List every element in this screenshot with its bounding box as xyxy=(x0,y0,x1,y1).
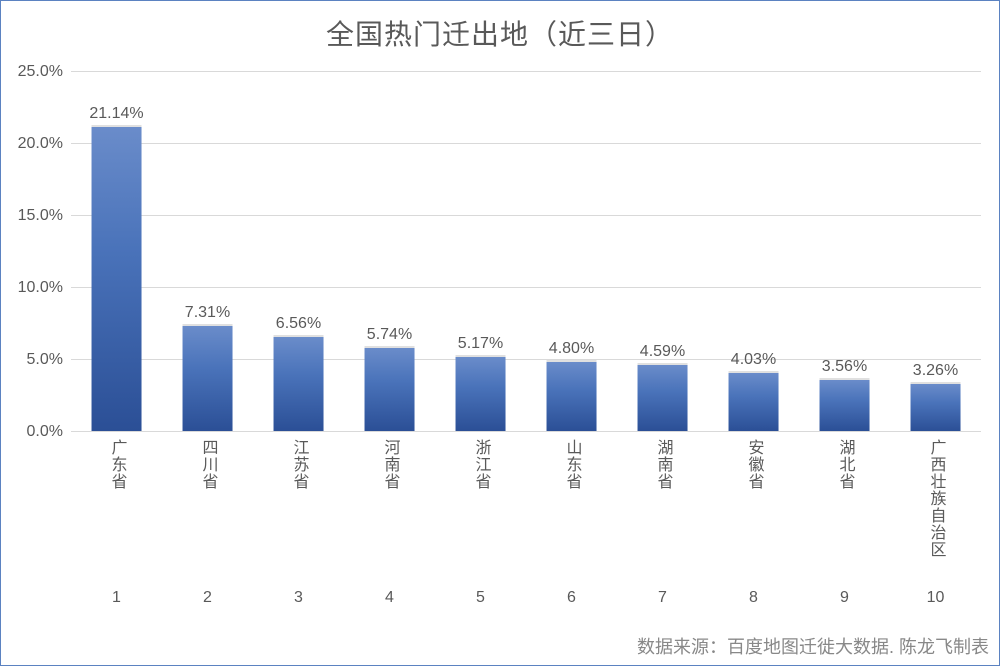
y-tick-label: 20.0% xyxy=(18,135,63,153)
bar: 4.80% xyxy=(546,362,597,431)
bar-value-label: 5.74% xyxy=(367,326,412,344)
x-category-label: 浙江省 xyxy=(469,439,493,579)
x-category-label: 四川省 xyxy=(196,439,220,579)
bar-value-label: 4.03% xyxy=(731,351,776,369)
bar-value-label: 7.31% xyxy=(185,304,230,322)
x-index-label: 4 xyxy=(385,589,394,607)
y-tick-label: 15.0% xyxy=(18,207,63,225)
x-index-label: 10 xyxy=(927,589,945,607)
chart-frame: 全国热门迁出地（近三日） 0.0%5.0%10.0%15.0%20.0%25.0… xyxy=(0,0,1000,666)
bar-value-label: 4.80% xyxy=(549,340,594,358)
bar-slot: 3.56% xyxy=(799,71,890,431)
x-index-label: 5 xyxy=(476,589,485,607)
bar-slot: 4.03% xyxy=(708,71,799,431)
bars-container: 21.14% 7.31% 6.56% 5.74% 5.17% 4.80% 4.59% 4.03… xyxy=(71,71,981,431)
x-axis-labels: 广东省 1 四川省 2 江苏省 3 河南省 4 浙江省 5 山东省 6 湖南省 7 安徽省 8 湖北省 9 广西壮族… xyxy=(71,439,981,607)
x-slot: 浙江省 5 xyxy=(435,439,526,607)
x-category-label: 江苏省 xyxy=(287,439,311,579)
bar-value-label: 21.14% xyxy=(89,105,143,123)
x-slot: 安徽省 8 xyxy=(708,439,799,607)
x-index-label: 7 xyxy=(658,589,667,607)
bar: 21.14% xyxy=(91,127,142,431)
x-slot: 江苏省 3 xyxy=(253,439,344,607)
bar: 5.74% xyxy=(364,348,415,431)
bar-slot: 5.17% xyxy=(435,71,526,431)
x-slot: 湖北省 9 xyxy=(799,439,890,607)
x-index-label: 1 xyxy=(112,589,121,607)
bar-slot: 3.26% xyxy=(890,71,981,431)
x-index-label: 3 xyxy=(294,589,303,607)
bar: 4.03% xyxy=(728,373,779,431)
bar-value-label: 6.56% xyxy=(276,315,321,333)
y-tick-label: 5.0% xyxy=(27,351,63,369)
bar-slot: 4.80% xyxy=(526,71,617,431)
bar: 6.56% xyxy=(273,337,324,431)
x-category-label: 安徽省 xyxy=(742,439,766,579)
bar: 3.26% xyxy=(910,384,961,431)
x-slot: 湖南省 7 xyxy=(617,439,708,607)
x-category-label: 广东省 xyxy=(105,439,129,579)
y-tick-label: 0.0% xyxy=(27,423,63,441)
x-category-label: 湖北省 xyxy=(833,439,857,579)
x-slot: 四川省 2 xyxy=(162,439,253,607)
x-category-label: 湖南省 xyxy=(651,439,675,579)
x-index-label: 8 xyxy=(749,589,758,607)
x-category-label: 河南省 xyxy=(378,439,402,579)
bar-slot: 21.14% xyxy=(71,71,162,431)
plot-area: 0.0%5.0%10.0%15.0%20.0%25.0% 21.14%7.31%… xyxy=(71,71,981,431)
x-index-label: 2 xyxy=(203,589,212,607)
bar-slot: 6.56% xyxy=(253,71,344,431)
x-slot: 广东省 1 xyxy=(71,439,162,607)
y-tick-label: 25.0% xyxy=(18,63,63,81)
data-source: 数据来源：百度地图迁徙大数据. 陈龙飞制表 xyxy=(637,633,989,659)
bar-value-label: 4.59% xyxy=(640,343,685,361)
bar-value-label: 3.26% xyxy=(913,362,958,380)
x-index-label: 6 xyxy=(567,589,576,607)
grid-line: 0.0% xyxy=(71,431,981,432)
bar-slot: 4.59% xyxy=(617,71,708,431)
x-slot: 山东省 6 xyxy=(526,439,617,607)
bar-slot: 7.31% xyxy=(162,71,253,431)
x-slot: 广西壮族自治区 10 xyxy=(890,439,981,607)
bar: 3.56% xyxy=(819,380,870,431)
x-slot: 河南省 4 xyxy=(344,439,435,607)
bar: 7.31% xyxy=(182,326,233,431)
chart-title: 全国热门迁出地（近三日） xyxy=(1,1,999,53)
y-tick-label: 10.0% xyxy=(18,279,63,297)
bar-slot: 5.74% xyxy=(344,71,435,431)
x-index-label: 9 xyxy=(840,589,849,607)
x-category-label: 山东省 xyxy=(560,439,584,579)
bar: 4.59% xyxy=(637,365,688,431)
bar-value-label: 5.17% xyxy=(458,335,503,353)
x-category-label: 广西壮族自治区 xyxy=(924,439,948,579)
bar: 5.17% xyxy=(455,357,506,431)
bar-value-label: 3.56% xyxy=(822,358,867,376)
